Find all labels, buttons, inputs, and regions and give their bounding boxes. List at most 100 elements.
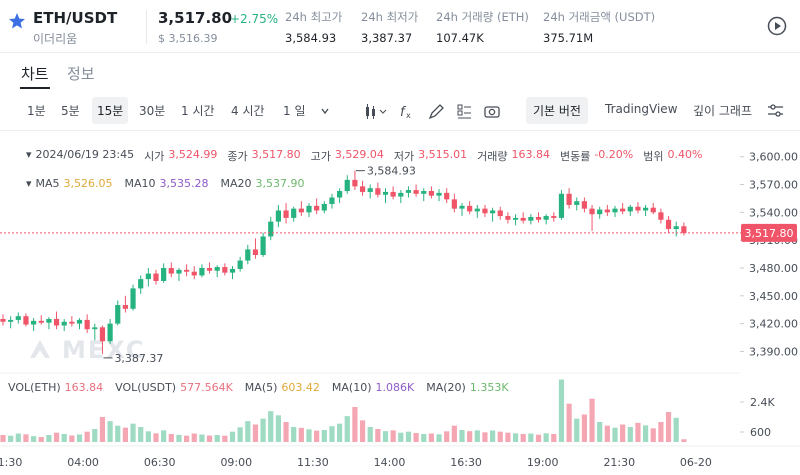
- volume-bar: [206, 435, 213, 442]
- candle-body: [436, 192, 442, 196]
- volume-bar: [329, 426, 335, 442]
- volume-bar: [451, 425, 457, 442]
- candle-body: [92, 327, 98, 330]
- volume-bar: [658, 422, 664, 442]
- stat-value: 3,584.93: [285, 31, 337, 45]
- volume-bar: [620, 424, 626, 442]
- volume-bar: [153, 433, 159, 442]
- interval[interactable]: 1 시간: [181, 104, 215, 118]
- candle-body: [168, 267, 174, 274]
- candle-body: [650, 207, 656, 213]
- annotation-label: 3,387.37: [114, 352, 163, 365]
- view-basic[interactable]: 기본 버전: [526, 97, 588, 124]
- y-tick-label: 3,450.00: [749, 290, 798, 303]
- volume-bar: [566, 403, 572, 442]
- settings-icon[interactable]: [766, 103, 786, 119]
- interval[interactable]: 4 시간: [231, 104, 265, 118]
- legend-value: 3,524.99: [168, 148, 218, 161]
- volume-bar: [84, 431, 90, 442]
- volume-bar: [46, 435, 52, 442]
- volume-bar: [214, 435, 220, 442]
- candle-body: [306, 205, 312, 213]
- candle-body: [451, 199, 457, 209]
- candle-body: [31, 320, 37, 325]
- volume-bar: [528, 433, 534, 442]
- volume-bar: [61, 434, 67, 442]
- candle-body: [229, 268, 236, 273]
- volume-bar: [635, 422, 641, 442]
- volume-bar: [99, 417, 106, 442]
- volume-bar: [314, 430, 320, 442]
- candle-body: [222, 267, 228, 273]
- candle-body: [61, 321, 67, 326]
- volume-bar: [359, 420, 366, 442]
- interval[interactable]: 1 일: [283, 104, 306, 118]
- tab-info[interactable]: 정보: [67, 65, 95, 83]
- volume-bar: [627, 427, 633, 442]
- interval[interactable]: 5분: [61, 104, 80, 118]
- play-button[interactable]: [766, 15, 788, 37]
- legend-value: 3,517.80: [251, 148, 301, 161]
- last-price-box: [741, 223, 797, 242]
- candle-body: [260, 236, 266, 255]
- volume-bar: [421, 434, 427, 442]
- volume-bar: [673, 417, 679, 442]
- candle-body: [76, 319, 83, 324]
- svg-text:f: f: [400, 105, 407, 120]
- volume-bar: [199, 434, 205, 442]
- volume-bar: [245, 421, 251, 442]
- tab-chart[interactable]: 차트: [21, 65, 49, 83]
- divider: [0, 52, 800, 53]
- view-depth[interactable]: 깊이 그래프: [693, 104, 753, 118]
- legend-value: 163.84: [511, 148, 550, 161]
- candle-body: [99, 327, 106, 342]
- volume-bar: [428, 433, 434, 442]
- volume-bar: [8, 435, 14, 442]
- x-tick-label: 06-20: [680, 456, 712, 469]
- vol-name: MA(5): [244, 381, 278, 394]
- interval-active[interactable]: 15분: [92, 97, 129, 124]
- candle-body: [23, 316, 29, 325]
- candle-body: [535, 216, 542, 220]
- volume-bar: [352, 407, 358, 442]
- candle-body: [138, 279, 144, 289]
- interval[interactable]: 1분: [27, 104, 46, 118]
- divider: [146, 10, 147, 44]
- volume-bar: [268, 411, 274, 442]
- candle-body: [352, 179, 358, 187]
- candle-body: [566, 193, 572, 205]
- favorite-star[interactable]: [8, 12, 26, 30]
- legend-value: 3,515.01: [418, 148, 468, 161]
- volume-bar: [497, 431, 503, 442]
- candle-body: [604, 209, 610, 213]
- legend-date: 2024/06/19 23:45: [35, 148, 135, 161]
- collapse-caret[interactable]: ▾: [26, 148, 32, 161]
- x-tick-label: 19:00: [527, 456, 559, 469]
- volume-bar: [76, 434, 83, 442]
- candle-body: [382, 191, 389, 195]
- candle-body: [497, 210, 503, 217]
- candle-body: [130, 288, 136, 309]
- vol-tick-label: 2.4K: [750, 396, 775, 409]
- volume-bar: [520, 434, 526, 442]
- vol-name: MA(20): [426, 381, 466, 394]
- y-tick-label: 3,570.00: [749, 179, 798, 192]
- ma-value: 3,535.28: [159, 177, 209, 190]
- interval[interactable]: 30분: [139, 104, 166, 118]
- candle-body: [405, 190, 412, 193]
- candle-body: [291, 208, 297, 218]
- volume-bar: [0, 435, 6, 442]
- candle-body: [46, 318, 52, 323]
- candle-body: [413, 190, 419, 194]
- candle-body: [191, 271, 197, 276]
- vol-value: 163.84: [64, 381, 104, 394]
- candle-body: [612, 208, 618, 213]
- collapse-caret[interactable]: ▾: [26, 177, 32, 190]
- view-tradingview[interactable]: TradingView: [605, 102, 678, 116]
- volume-bar: [31, 436, 37, 442]
- volume-bar: [161, 430, 167, 442]
- candle-body: [298, 208, 304, 213]
- stat-value: 375.71M: [543, 31, 594, 45]
- volume-bar: [436, 434, 442, 442]
